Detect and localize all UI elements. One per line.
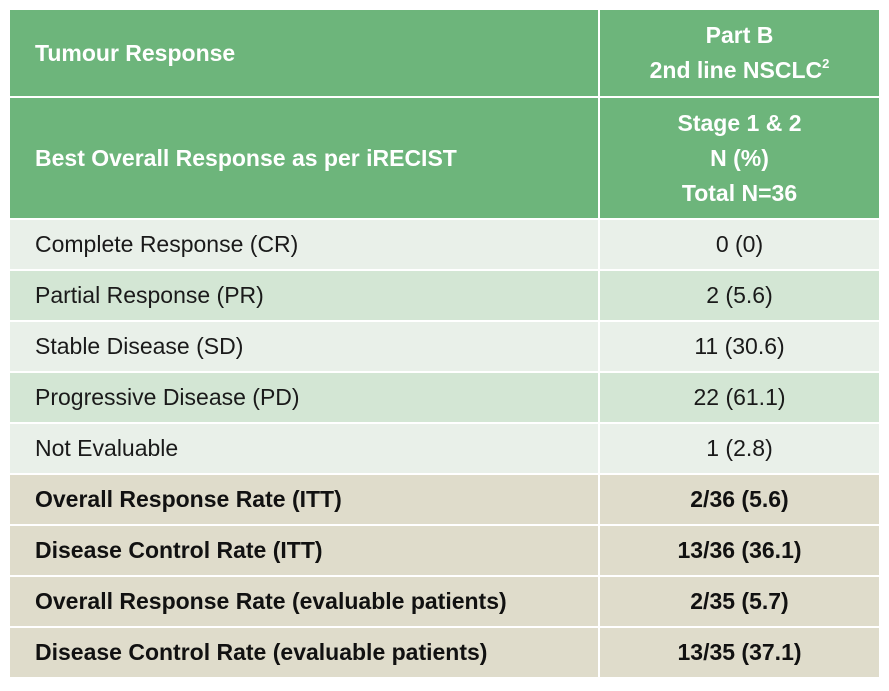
row-label: Stable Disease (SD) xyxy=(10,322,600,373)
summary-label: Overall Response Rate (ITT) xyxy=(10,475,600,526)
header-part-b: Part B 2nd line NSCLC2 xyxy=(600,10,879,98)
header-stage-line2: N (%) xyxy=(710,144,769,171)
summary-row: Disease Control Rate (ITT) 13/36 (36.1) xyxy=(10,526,879,577)
header-row-1: Tumour Response Part B 2nd line NSCLC2 xyxy=(10,10,879,98)
header-stage-line1: Stage 1 & 2 xyxy=(677,109,802,136)
row-label: Complete Response (CR) xyxy=(10,220,600,271)
header-part-b-line1: Part B xyxy=(705,22,774,48)
summary-row: Overall Response Rate (ITT) 2/36 (5.6) xyxy=(10,475,879,526)
row-label: Not Evaluable xyxy=(10,424,600,475)
row-value: 11 (30.6) xyxy=(600,322,879,373)
header-stage-line3: Total N=36 xyxy=(681,179,798,206)
row-label: Progressive Disease (PD) xyxy=(10,373,600,424)
table-row: Not Evaluable 1 (2.8) xyxy=(10,424,879,475)
header-row-2: Best Overall Response as per iRECIST Sta… xyxy=(10,98,879,220)
table-row: Complete Response (CR) 0 (0) xyxy=(10,220,879,271)
header-best-overall-response: Best Overall Response as per iRECIST xyxy=(10,98,600,220)
header-part-b-line2-text: 2nd line NSCLC xyxy=(649,57,823,83)
summary-value: 13/35 (37.1) xyxy=(600,628,879,679)
summary-label: Disease Control Rate (ITT) xyxy=(10,526,600,577)
table-row: Progressive Disease (PD) 22 (61.1) xyxy=(10,373,879,424)
row-value: 1 (2.8) xyxy=(600,424,879,475)
header-part-b-line2: 2nd line NSCLC2 xyxy=(600,53,879,88)
row-value: 0 (0) xyxy=(600,220,879,271)
row-value: 2 (5.6) xyxy=(600,271,879,322)
tumour-response-table: Tumour Response Part B 2nd line NSCLC2 B… xyxy=(10,10,879,679)
summary-value: 2/36 (5.6) xyxy=(600,475,879,526)
summary-row: Disease Control Rate (evaluable patients… xyxy=(10,628,879,679)
header-stage: Stage 1 & 2 N (%) Total N=36 xyxy=(600,98,879,220)
summary-label: Disease Control Rate (evaluable patients… xyxy=(10,628,600,679)
table-row: Stable Disease (SD) 11 (30.6) xyxy=(10,322,879,373)
row-label: Partial Response (PR) xyxy=(10,271,600,322)
header-tumour-response: Tumour Response xyxy=(10,10,600,98)
header-footnote-ref: 2 xyxy=(822,56,830,71)
table-row: Partial Response (PR) 2 (5.6) xyxy=(10,271,879,322)
row-value: 22 (61.1) xyxy=(600,373,879,424)
summary-row: Overall Response Rate (evaluable patient… xyxy=(10,577,879,628)
summary-value: 2/35 (5.7) xyxy=(600,577,879,628)
summary-value: 13/36 (36.1) xyxy=(600,526,879,577)
summary-label: Overall Response Rate (evaluable patient… xyxy=(10,577,600,628)
